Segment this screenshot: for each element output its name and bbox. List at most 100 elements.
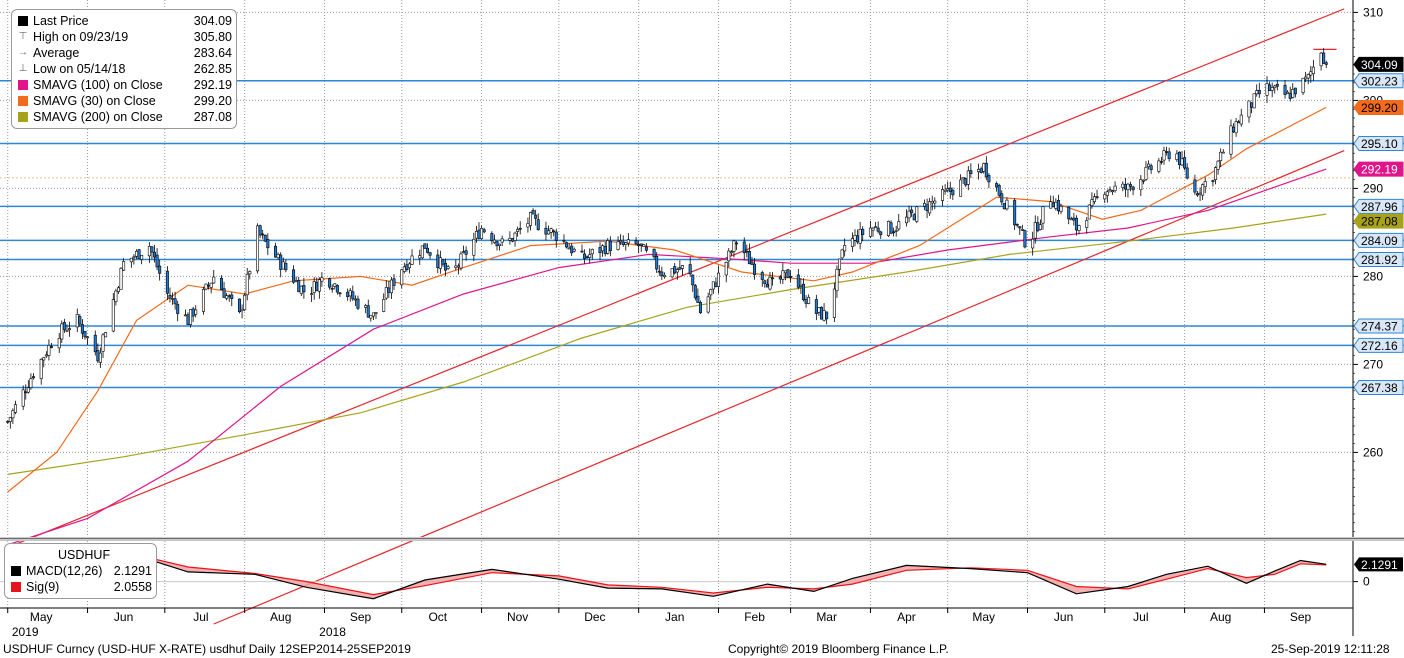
candle-body	[745, 250, 749, 253]
candle-body	[356, 298, 360, 309]
candle-body	[583, 253, 587, 259]
candle-body	[969, 170, 973, 174]
candle-body	[1002, 203, 1006, 210]
macd-line	[7, 549, 1327, 600]
candle-body	[281, 261, 285, 270]
candle-body	[1038, 224, 1042, 230]
price-right-label: 267.38	[1353, 379, 1404, 395]
candle-body	[98, 352, 102, 363]
candle-body	[464, 250, 468, 255]
candle-body	[240, 308, 244, 312]
candle-body	[1000, 193, 1004, 203]
candle-body	[75, 314, 79, 328]
candle-body	[580, 250, 584, 253]
candle-body	[24, 391, 28, 394]
candle-body	[423, 243, 427, 249]
candle-body	[680, 265, 684, 269]
candle-body	[626, 239, 630, 244]
candle-body	[1283, 84, 1287, 95]
candle-body	[706, 296, 710, 313]
candle-body	[441, 259, 445, 265]
candle-body	[709, 289, 713, 296]
candle-body	[1015, 223, 1019, 226]
legend-label: Sig(9)	[26, 580, 60, 594]
candle-body	[892, 231, 896, 234]
legend-value: 287.08	[193, 110, 232, 124]
candle-body	[482, 229, 486, 233]
panel-divider[interactable]	[0, 537, 1404, 541]
candle-body	[299, 285, 303, 294]
legend-row: ⊤ High on 09/23/19 305.80	[18, 29, 232, 45]
candle-body	[50, 346, 54, 348]
candle-body	[804, 299, 808, 304]
candle-body	[1144, 166, 1148, 180]
candle-body	[1216, 160, 1220, 170]
candle-body	[222, 288, 226, 298]
price-right-label-text: 299.20	[1361, 101, 1398, 115]
legend-row: ⊥ Low on 05/14/18 262.85	[18, 61, 232, 77]
candle-body	[1111, 190, 1115, 193]
legend-swatch	[11, 566, 21, 576]
candle-body	[1293, 87, 1297, 95]
candle-body	[297, 280, 301, 293]
candle-body	[675, 269, 679, 273]
candle-body	[42, 357, 46, 361]
legend-swatch	[18, 80, 28, 90]
candle-body	[1237, 121, 1241, 124]
candle-body	[407, 263, 411, 269]
candle-body	[1005, 199, 1009, 210]
candle-body	[850, 238, 854, 247]
candle-body	[346, 291, 350, 297]
candle-body	[624, 242, 628, 245]
candle-body	[817, 307, 821, 313]
candle-body	[348, 290, 352, 297]
x-axis-month-label: Jun	[114, 610, 133, 624]
candle-body	[652, 248, 656, 258]
candle-body	[1018, 226, 1022, 229]
candle-body	[1031, 238, 1035, 249]
candle-body	[1324, 62, 1328, 65]
candle-body	[1085, 220, 1089, 228]
price-right-label-box	[1353, 213, 1404, 229]
macd-lines	[7, 549, 1327, 600]
candle-body	[62, 322, 66, 330]
candle-body	[567, 247, 571, 250]
candle-body	[1221, 151, 1225, 154]
candle-body	[274, 245, 278, 258]
candle-body	[13, 404, 17, 413]
candle-body	[47, 345, 51, 356]
candle-body	[858, 228, 862, 244]
x-axis-year-label: 2018	[319, 625, 346, 639]
candle-body	[364, 305, 368, 308]
candle-body	[531, 210, 535, 215]
candle-body	[1270, 87, 1274, 91]
candle-body	[86, 336, 90, 339]
candle-body	[237, 298, 241, 313]
candle-body	[840, 249, 844, 259]
candle-body	[11, 410, 15, 419]
candle-body	[1157, 160, 1161, 172]
price-right-label-box	[1353, 337, 1404, 353]
candle-body	[987, 175, 991, 183]
candle-body	[941, 189, 945, 201]
candle-body	[1304, 76, 1308, 80]
candle-body	[495, 241, 499, 247]
price-right-label: 274.37	[1353, 318, 1404, 333]
candle-body	[204, 283, 208, 290]
candle-body	[78, 316, 82, 325]
candle-body	[670, 268, 674, 278]
candle-body	[1288, 93, 1292, 99]
macd-legend-row: MACD(12,26) 2.1291	[11, 563, 152, 579]
macd-axis-tick-label: 0	[1363, 575, 1370, 589]
candle-body	[518, 227, 522, 230]
candle-body	[444, 262, 448, 271]
candle-body	[549, 228, 553, 233]
trend-lines	[7, 8, 1345, 625]
candle-body	[201, 289, 205, 312]
candle-body	[1185, 167, 1189, 179]
legend-row: SMAVG (200) on Close 287.08	[18, 109, 232, 125]
candle-body	[312, 281, 316, 293]
candle-body	[243, 294, 247, 311]
price-axis-tick-label: 290	[1363, 181, 1383, 195]
